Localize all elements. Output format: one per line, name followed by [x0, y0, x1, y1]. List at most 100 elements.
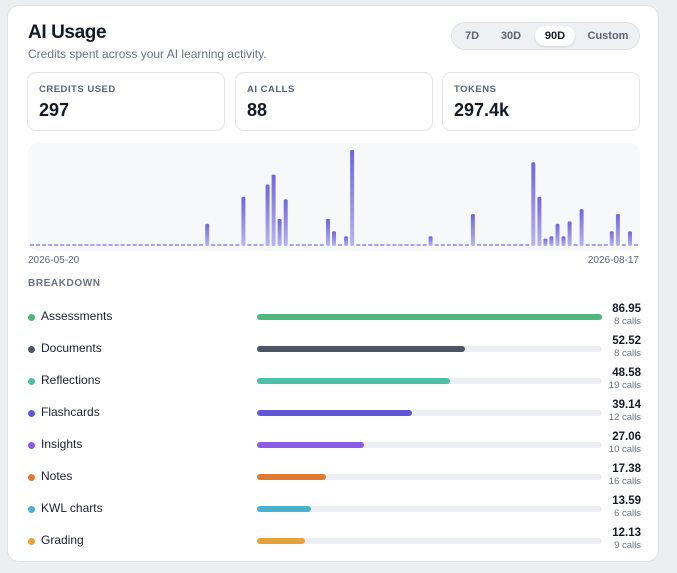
breakdown-row: Documents 52.52 8 calls [28, 335, 642, 366]
category-label: Grading [41, 533, 84, 547]
usage-bar-track [257, 474, 602, 480]
usage-bar [573, 244, 578, 246]
usage-bar [217, 244, 222, 246]
usage-bar [144, 244, 149, 246]
category-credits: 17.38 [612, 463, 641, 475]
usage-bar [126, 244, 131, 246]
usage-bar-fill [257, 346, 466, 352]
usage-bar [561, 236, 566, 246]
usage-bar [615, 214, 620, 246]
category-calls: 10 calls [608, 444, 641, 455]
usage-bar [609, 231, 614, 246]
usage-bar [253, 244, 258, 246]
usage-bar [108, 244, 113, 246]
category-credits: 39.14 [612, 399, 641, 411]
usage-bar-track [257, 442, 602, 448]
usage-bar [446, 244, 451, 246]
usage-bar [404, 244, 409, 246]
usage-bar-track [257, 506, 602, 512]
usage-bar [489, 244, 493, 246]
category-dot [28, 442, 35, 449]
category-credits: 13.59 [612, 495, 641, 507]
usage-bar [181, 244, 185, 246]
usage-bar-fill [257, 378, 450, 384]
stat-credits-used: CREDITS USED 297 [27, 72, 225, 131]
category-dot [28, 538, 35, 545]
usage-bar [277, 218, 282, 246]
usage-bar [84, 244, 89, 246]
usage-bar [199, 244, 204, 246]
usage-bar [507, 244, 512, 246]
usage-bar [168, 244, 173, 246]
usage-bar [205, 223, 210, 246]
usage-bar [398, 244, 403, 246]
usage-bar [338, 244, 342, 246]
usage-chart [28, 143, 640, 251]
usage-bar-fill [257, 314, 602, 320]
usage-bar [162, 244, 167, 246]
category-dot [28, 314, 35, 321]
range-90d-button[interactable]: 90D [535, 26, 575, 46]
category-credits: 52.52 [612, 335, 641, 347]
chart-start-date: 2026-05-20 [28, 255, 80, 266]
usage-bar [579, 209, 584, 246]
breakdown-row: Insights 27.06 10 calls [28, 431, 642, 462]
breakdown-row: Notes 17.38 16 calls [28, 463, 642, 494]
usage-bar [374, 244, 379, 246]
category-credits: 48.58 [612, 367, 641, 379]
usage-bar [187, 244, 191, 246]
usage-bar [247, 244, 252, 246]
usage-bar [452, 244, 457, 246]
usage-bar [537, 196, 542, 246]
usage-bar [229, 244, 234, 246]
chart-end-date: 2026-08-17 [587, 255, 639, 266]
usage-bar [138, 244, 143, 246]
category-calls: 6 calls [614, 508, 641, 519]
category-calls: 12 calls [608, 412, 641, 423]
range-7d-button[interactable]: 7D [464, 30, 480, 42]
category-credits: 86.95 [612, 303, 641, 315]
usage-bar [621, 244, 626, 246]
category-dot [28, 346, 35, 353]
usage-bar [175, 244, 179, 246]
usage-bar-fill [257, 474, 326, 480]
stat-label: AI CALLS [247, 84, 295, 95]
category-label: Assessments [41, 309, 113, 323]
usage-chart-svg [30, 150, 638, 246]
usage-bar-track [257, 378, 602, 384]
category-calls: 19 calls [608, 380, 641, 391]
breakdown-row: Assessments 86.95 8 calls [28, 303, 642, 334]
breakdown-row: KWL charts 13.59 6 calls [28, 495, 642, 526]
usage-bar [440, 244, 445, 246]
category-label: Flashcards [41, 405, 100, 419]
range-custom-button[interactable]: Custom [587, 30, 629, 42]
usage-bar-fill [257, 410, 413, 416]
usage-bar [150, 244, 155, 246]
usage-bar [36, 244, 40, 246]
usage-bar-track [257, 410, 602, 416]
category-label: Notes [41, 469, 73, 483]
category-calls: 8 calls [614, 316, 641, 327]
usage-bar [223, 244, 228, 246]
stat-ai-calls: AI CALLS 88 [235, 72, 433, 131]
range-30d-button[interactable]: 30D [500, 30, 522, 42]
usage-bar [307, 244, 312, 246]
ai-usage-card: AI Usage Credits spent across your AI le… [7, 5, 659, 562]
usage-bar [326, 218, 330, 246]
usage-bar [102, 244, 107, 246]
usage-bar [483, 244, 487, 246]
usage-bar [555, 223, 560, 246]
usage-bar [42, 244, 47, 246]
usage-bar [410, 244, 415, 246]
usage-bar-track [257, 538, 602, 544]
usage-bar-fill [257, 538, 306, 544]
usage-bar-track [257, 346, 602, 352]
category-label: KWL charts [41, 501, 103, 515]
usage-bar [332, 231, 336, 246]
usage-bar [66, 244, 71, 246]
category-label: Documents [41, 341, 102, 355]
category-label: Reflections [41, 373, 101, 387]
category-credits: 12.13 [612, 527, 641, 539]
category-calls: 8 calls [614, 348, 641, 359]
stat-tokens: TOKENS 297.4k [442, 72, 640, 131]
